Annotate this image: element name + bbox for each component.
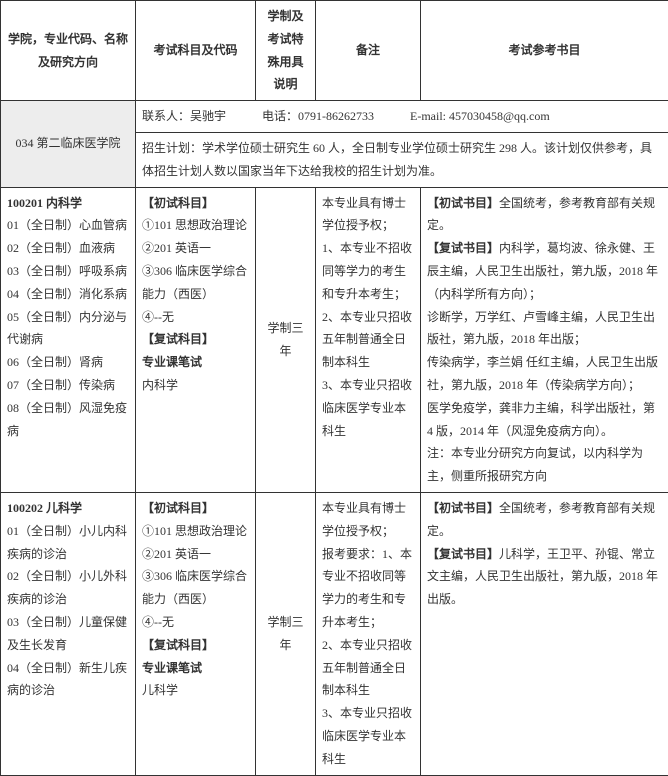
contact-cell: 联系人：吴驰宇 电话：0791-86262733 E-mail: 4570304… <box>136 101 668 133</box>
header-col3: 学制及考试特殊用具说明 <box>256 1 316 101</box>
direction-1-6: 07（全日制）传染病 <box>7 374 129 397</box>
prelim-item-2-1: ②201 英语一 <box>142 543 249 566</box>
duration-2: 学制三年 <box>256 492 316 775</box>
prelim-item-1-0: ①101 思想政治理论 <box>142 214 249 237</box>
direction-1-0: 01（全日制）心血管病 <box>7 214 129 237</box>
direction-2-0: 01（全日制）小儿内科疾病的诊治 <box>7 520 129 566</box>
direction-1-2: 03（全日制）呼吸系病 <box>7 260 129 283</box>
direction-2-1: 02（全日制）小儿外科疾病的诊治 <box>7 565 129 611</box>
major-row-1: 100201 内科学 01（全日制）心血管病 02（全日制）血液病 03（全日制… <box>1 187 668 492</box>
header-col5: 考试参考书目 <box>421 1 668 101</box>
retest-item-2-1: 儿科学 <box>142 679 249 702</box>
direction-1-3: 04（全日制）消化系病 <box>7 283 129 306</box>
direction-1-7: 08（全日制）风湿免疫病 <box>7 397 129 443</box>
prelim-item-2-0: ①101 思想政治理论 <box>142 520 249 543</box>
books-retest-label-1: 【复试书目】 <box>427 241 499 255</box>
remarks-1: 本专业具有博士学位授予权； 1、本专业不招收同等学力的考生和专升本考生； 2、本… <box>316 187 421 492</box>
header-col1: 学院，专业代码、名称及研究方向 <box>1 1 136 101</box>
exam-subjects-2: 【初试科目】 ①101 思想政治理论 ②201 英语一 ③306 临床医学综合能… <box>136 492 256 775</box>
major-directions-1: 100201 内科学 01（全日制）心血管病 02（全日制）血液病 03（全日制… <box>1 187 136 492</box>
prelim-item-1-1: ②201 英语一 <box>142 237 249 260</box>
remarks-2: 本专业具有博士学位授予权； 报考要求：1、本专业不招收同等学力的考生和专升本考生… <box>316 492 421 775</box>
prelim-item-2-3: ④--无 <box>142 611 249 634</box>
retest-item-1-1: 内科学 <box>142 374 249 397</box>
exam-subjects-1: 【初试科目】 ①101 思想政治理论 ②201 英语一 ③306 临床医学综合能… <box>136 187 256 492</box>
contact-row: 034 第二临床医学院 联系人：吴驰宇 电话：0791-86262733 E-m… <box>1 101 668 133</box>
contact-phone: 电话：0791-86262733 <box>262 109 374 123</box>
books-prelim-label-2: 【初试书目】 <box>427 501 499 515</box>
retest-item-2-0: 专业课笔试 <box>142 657 249 680</box>
plan-cell: 招生计划：学术学位硕士研究生 60 人，全日制专业学位硕士研究生 298 人。该… <box>136 132 668 187</box>
header-col4: 备注 <box>316 1 421 101</box>
direction-1-4: 05（全日制）内分泌与代谢病 <box>7 306 129 352</box>
books-1: 【初试书目】全国统考，参考教育部有关规定。 【复试书目】内科学，葛均波、徐永健、… <box>421 187 668 492</box>
prelim-item-2-2: ③306 临床医学综合能力（西医） <box>142 565 249 611</box>
major-row-2: 100202 儿科学 01（全日制）小儿内科疾病的诊治 02（全日制）小儿外科疾… <box>1 492 668 775</box>
direction-2-2: 03（全日制）儿童保健及生长发育 <box>7 611 129 657</box>
contact-person: 联系人：吴驰宇 <box>142 109 226 123</box>
prelim-label-2: 【初试科目】 <box>142 497 249 520</box>
major-header-2: 100202 儿科学 <box>7 497 129 520</box>
direction-2-3: 04（全日制）新生儿疾病的诊治 <box>7 657 129 703</box>
contact-email: E-mail: 457030458@qq.com <box>410 109 550 123</box>
retest-label-2: 【复试科目】 <box>142 634 249 657</box>
books-retest-1: 内科学，葛均波、徐永健、王辰主编，人民卫生出版社，第九版，2018 年（内科学所… <box>427 241 658 483</box>
books-2: 【初试书目】全国统考，参考教育部有关规定。 【复试书目】儿科学，王卫平、孙锟、常… <box>421 492 668 775</box>
direction-1-1: 02（全日制）血液病 <box>7 237 129 260</box>
major-directions-2: 100202 儿科学 01（全日制）小儿内科疾病的诊治 02（全日制）小儿外科疾… <box>1 492 136 775</box>
major-header-1: 100201 内科学 <box>7 192 129 215</box>
header-col2: 考试科目及代码 <box>136 1 256 101</box>
prelim-label-1: 【初试科目】 <box>142 192 249 215</box>
header-row: 学院，专业代码、名称及研究方向 考试科目及代码 学制及考试特殊用具说明 备注 考… <box>1 1 668 101</box>
prelim-item-1-2: ③306 临床医学综合能力（西医） <box>142 260 249 306</box>
direction-1-5: 06（全日制）肾病 <box>7 351 129 374</box>
prelim-item-1-3: ④--无 <box>142 306 249 329</box>
books-prelim-label-1: 【初试书目】 <box>427 196 499 210</box>
books-retest-label-2: 【复试书目】 <box>427 547 499 561</box>
school-name-cell: 034 第二临床医学院 <box>1 101 136 187</box>
retest-item-1-0: 专业课笔试 <box>142 351 249 374</box>
retest-label-1: 【复试科目】 <box>142 328 249 351</box>
admissions-table: 学院，专业代码、名称及研究方向 考试科目及代码 学制及考试特殊用具说明 备注 考… <box>0 0 668 776</box>
duration-1: 学制三年 <box>256 187 316 492</box>
